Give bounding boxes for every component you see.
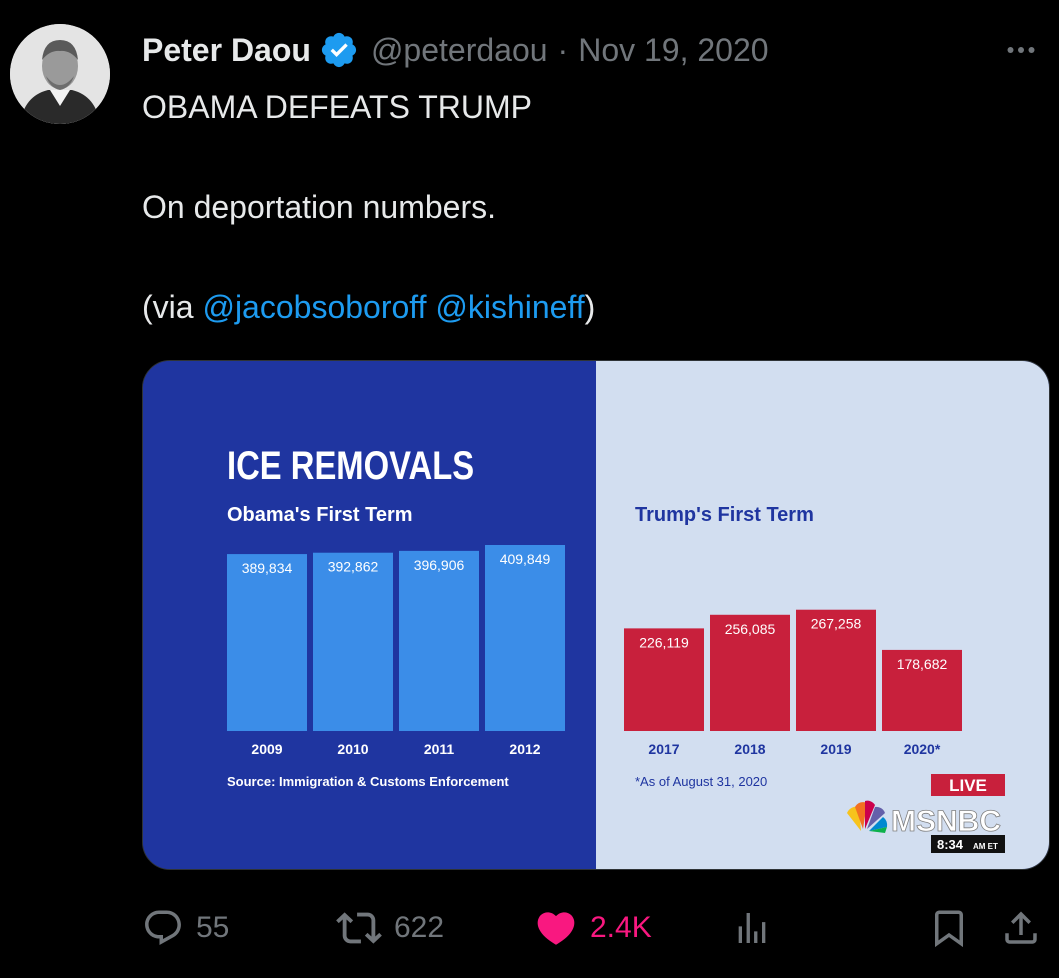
retweet-button[interactable]: 622 [336, 898, 444, 958]
tweet-action-bar: 55 622 2.4K [0, 898, 1059, 958]
analytics-icon [738, 913, 766, 943]
obama-year-label: 2011 [424, 741, 455, 757]
tweet-media-image[interactable]: ICE REMOVALS Obama's First Term Trump's … [142, 360, 1050, 870]
via-prefix: (via [142, 289, 203, 325]
trump-year-label: 2020* [904, 741, 941, 757]
tweet-header: Peter Daou @peterdaou · Nov 19, 2020 [142, 28, 769, 72]
tweet-line-headline: OBAMA DEFEATS TRUMP [142, 89, 532, 125]
live-badge [931, 774, 1005, 796]
retweet-count: 622 [394, 911, 445, 944]
obama-year-label: 2012 [509, 741, 540, 757]
via-suffix: ) [584, 289, 596, 325]
verified-badge-icon[interactable] [319, 30, 359, 70]
tweet-text: OBAMA DEFEATS TRUMP On deportation numbe… [142, 82, 1042, 332]
like-button[interactable]: 2.4K [534, 898, 652, 958]
trump-year-label: 2017 [648, 741, 679, 757]
share-icon [1005, 911, 1037, 944]
retweet-icon [336, 912, 382, 944]
separator-dot: · [557, 31, 569, 68]
trump-bar-2020 [882, 649, 962, 731]
share-button[interactable] [1000, 898, 1042, 958]
trump-value-label: 178,682 [897, 656, 948, 672]
mention-kishineff[interactable]: @kishineff [435, 289, 585, 325]
obama-subtitle: Obama's First Term [227, 504, 413, 526]
trump-year-label: 2019 [820, 741, 851, 757]
avatar-photo [10, 24, 110, 124]
more-options-button[interactable] [1001, 30, 1041, 70]
obama-bar-2012 [485, 545, 565, 731]
ice-removals-chart: ICE REMOVALS Obama's First Term Trump's … [143, 361, 1049, 869]
obama-source-note: Source: Immigration & Customs Enforcemen… [227, 774, 509, 789]
obama-bar-2011 [399, 550, 479, 731]
obama-bar-2010 [313, 552, 393, 731]
trump-footnote: *As of August 31, 2020 [635, 774, 767, 789]
like-count: 2.4K [590, 911, 652, 944]
author-name[interactable]: Peter Daou [142, 31, 311, 68]
live-label: LIVE [949, 776, 987, 795]
peacock-logo-icon [847, 800, 888, 833]
broadcast-time: 8:34 [937, 837, 964, 852]
obama-value-label: 396,906 [414, 557, 465, 573]
tweet-date[interactable]: Nov 19, 2020 [578, 31, 769, 68]
obama-year-label: 2010 [337, 741, 368, 757]
trump-bar-2017 [624, 628, 704, 731]
trump-bar-2019 [796, 609, 876, 731]
avatar[interactable] [10, 24, 110, 124]
obama-value-label: 389,834 [242, 560, 293, 576]
trump-year-label: 2018 [734, 741, 765, 757]
obama-value-label: 392,862 [328, 559, 379, 575]
broadcast-timezone: AM ET [973, 842, 998, 851]
trump-bar-2018 [710, 614, 790, 731]
trump-subtitle: Trump's First Term [635, 504, 814, 526]
heart-icon [537, 912, 575, 945]
more-dots-icon [1007, 47, 1035, 53]
bookmark-button[interactable] [928, 898, 970, 958]
trump-value-label: 256,085 [725, 621, 776, 637]
tweet-line-body: On deportation numbers. [142, 189, 496, 225]
bookmark-icon [935, 910, 963, 948]
obama-value-label: 409,849 [500, 551, 551, 567]
mention-jacobsoboroff[interactable]: @jacobsoboroff [202, 289, 427, 325]
reply-icon [145, 910, 181, 945]
trump-value-label: 226,119 [639, 634, 689, 650]
views-button[interactable] [732, 898, 772, 958]
time-badge [931, 835, 1005, 853]
chart-title: ICE REMOVALS [227, 443, 474, 488]
reply-count: 55 [196, 911, 230, 944]
obama-bar-2009 [227, 554, 307, 731]
reply-button[interactable]: 55 [142, 898, 229, 958]
obama-year-label: 2009 [251, 741, 282, 757]
author-handle[interactable]: @peterdaou [370, 31, 548, 68]
trump-value-label: 267,258 [811, 616, 862, 632]
network-logo: MSNBC [891, 805, 1001, 838]
tweet-line-via: (via @jacobsoboroff @kishineff) [142, 282, 1042, 332]
